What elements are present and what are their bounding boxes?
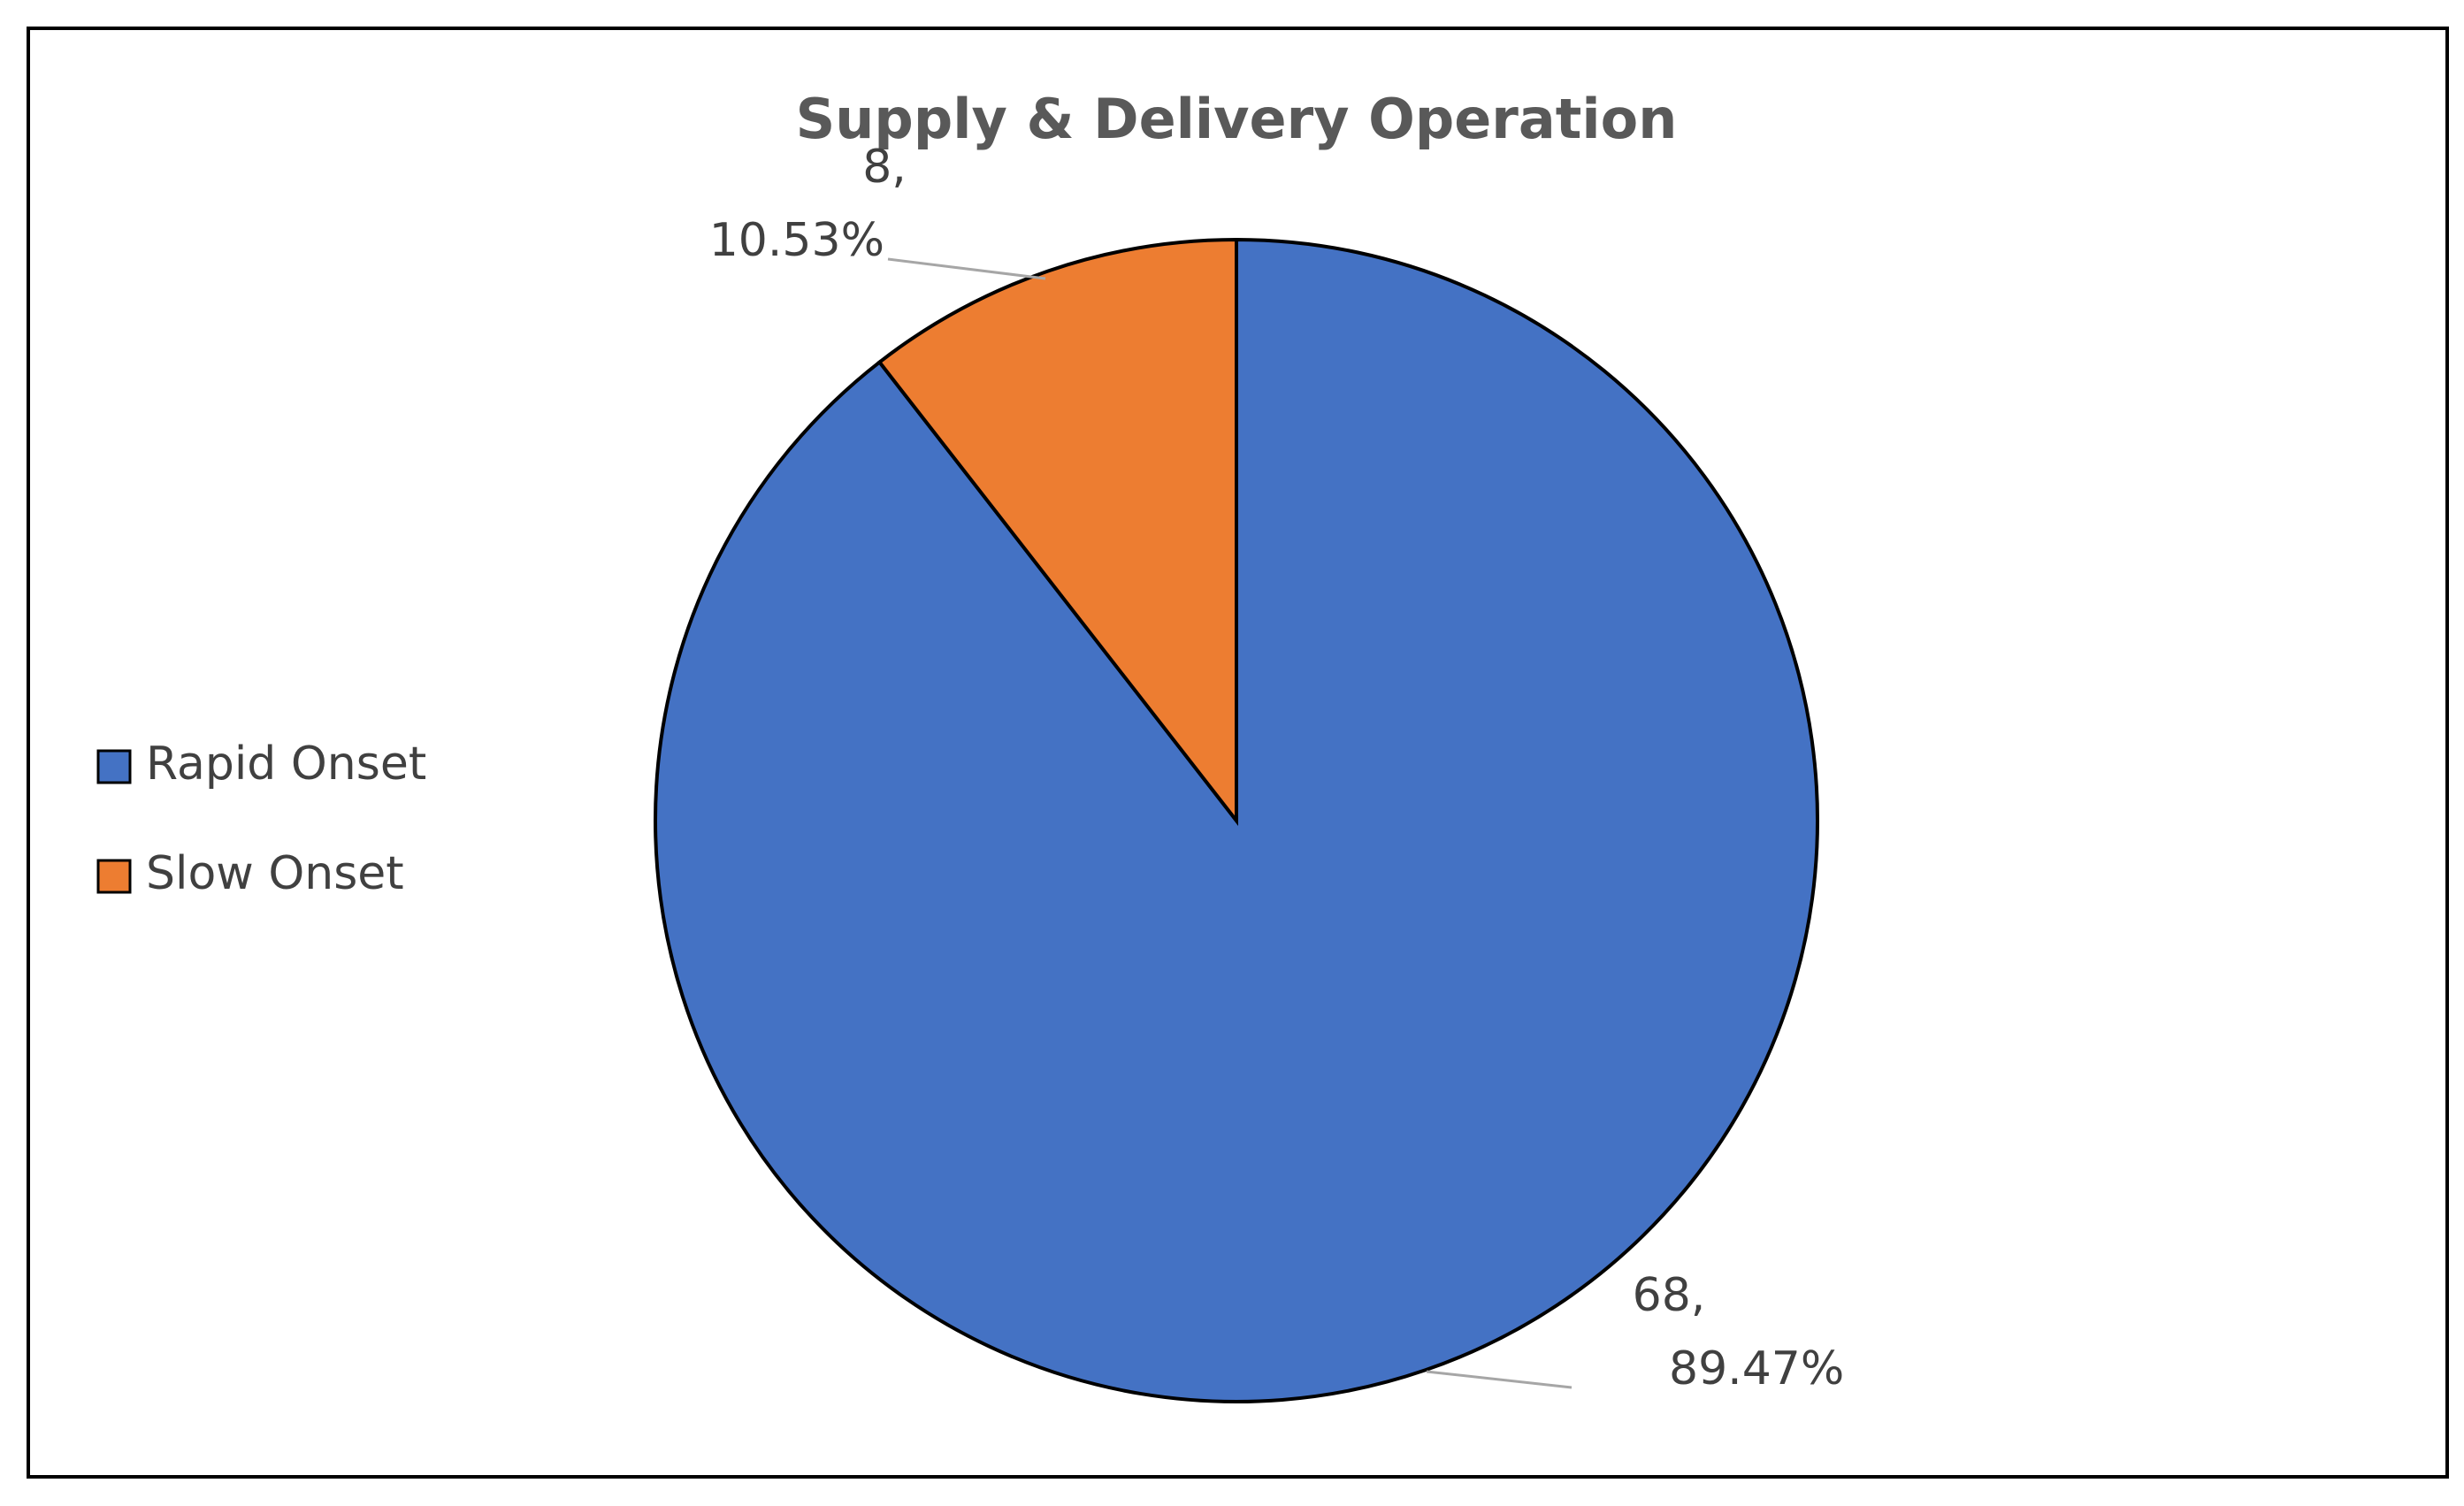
legend-label: Slow Onset: [146, 847, 404, 900]
data-label: 89.47%: [1669, 1342, 1844, 1395]
data-label: 8,: [862, 141, 907, 194]
pie-slice: [876, 237, 1238, 826]
chart-title: Supply & Delivery Operation: [796, 87, 1678, 151]
leader-line: [1426, 1370, 1573, 1389]
legend-swatch: [96, 859, 132, 894]
legend-label: Rapid Onset: [146, 738, 426, 791]
data-label: 10.53%: [709, 214, 884, 267]
data-label: 68,: [1633, 1269, 1706, 1322]
leader-line: [887, 257, 1046, 280]
legend-swatch: [96, 749, 132, 784]
